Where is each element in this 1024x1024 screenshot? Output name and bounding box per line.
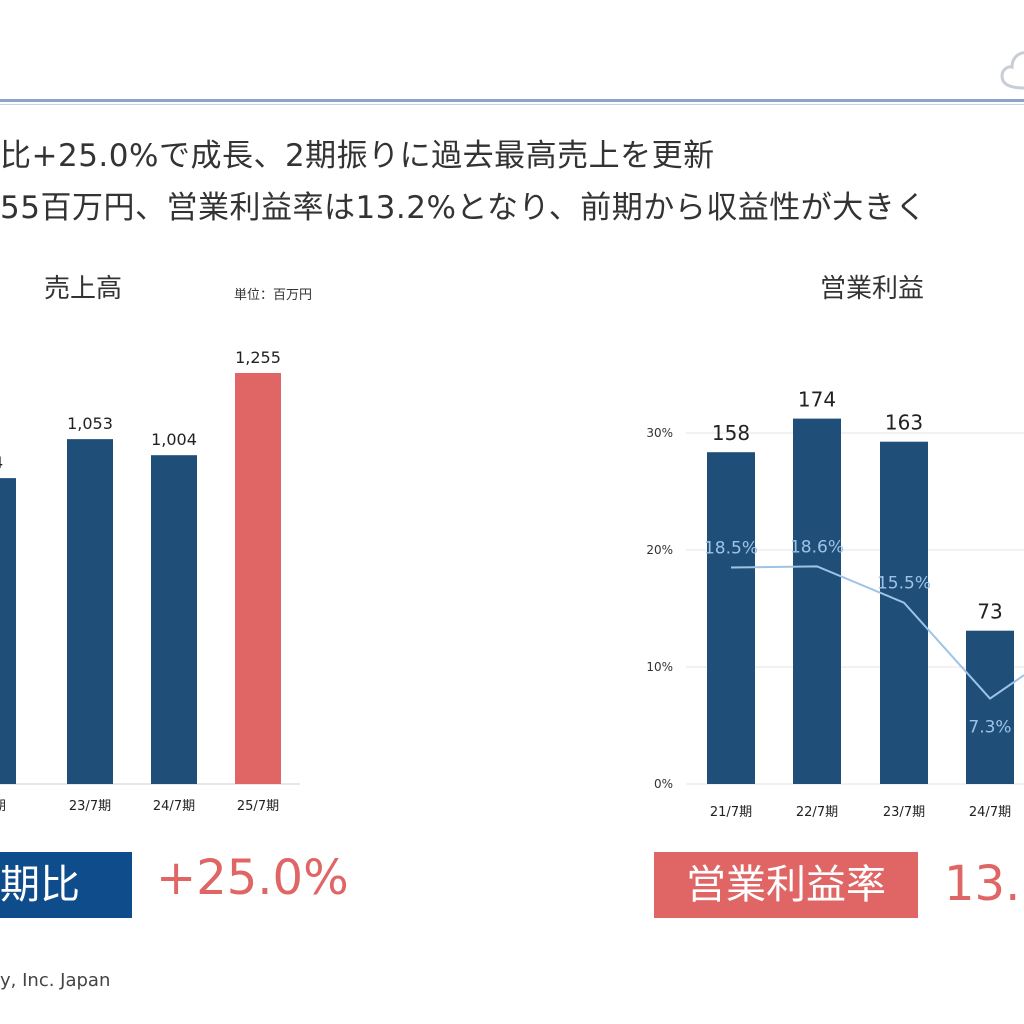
- profit-y-tick-label: 0%: [654, 777, 673, 791]
- sales-bar: [235, 372, 281, 784]
- header-rule-thin: [0, 104, 1024, 105]
- sales-category-label: 24/7期: [153, 799, 195, 814]
- headline-1: 比+25.0%で成長、2期振りに過去最高売上を更新: [0, 138, 715, 174]
- profit-bar: [880, 441, 928, 784]
- sales-bar-label: 1,255: [235, 348, 281, 367]
- yoy-badge-label: 期比: [0, 862, 80, 908]
- sales-category-label: 25/7期: [237, 799, 279, 814]
- operating-margin-value: 13.: [944, 856, 1021, 912]
- profit-y-tick-label: 10%: [646, 660, 673, 674]
- profit-chart-title: 営業利益: [820, 274, 925, 304]
- profit-bar: [793, 418, 841, 784]
- profit-category-label: 23/7期: [883, 805, 925, 820]
- profit-y-tick-label: 30%: [646, 426, 673, 440]
- sales-bar-label: 1,004: [151, 430, 197, 449]
- profit-bar-label: 174: [798, 388, 836, 412]
- sales-growth-value: +25.0%: [156, 850, 349, 906]
- sales-bar: [151, 455, 197, 784]
- copyright-footer: y, Inc. Japan: [0, 970, 111, 991]
- profit-bar-label: 73: [977, 600, 1002, 624]
- header-rule: [0, 99, 1024, 102]
- margin-badge: 営業利益率: [654, 852, 918, 918]
- profit-y-tick-label: 20%: [646, 543, 673, 557]
- profit-bar-label: 163: [885, 411, 923, 435]
- profit-category-label: 21/7期: [710, 805, 752, 820]
- profit-category-label: 24/7期: [969, 805, 1011, 820]
- sales-bar-label: 34: [0, 453, 3, 472]
- headline-2: 55百万円、営業利益率は13.2%となり、前期から収益性が大きく: [0, 190, 927, 226]
- sales-bar: [67, 439, 113, 784]
- margin-data-label: 7.3%: [968, 718, 1011, 738]
- margin-line: [730, 565, 1024, 700]
- sales-unit-label: 単位：百万円: [234, 288, 313, 303]
- sales-category-label: 23/7期: [69, 799, 111, 814]
- sales-bar-label: 1,053: [67, 414, 113, 433]
- profit-bar: [707, 452, 755, 784]
- yoy-badge: 期比: [0, 852, 132, 918]
- margin-data-label: 18.6%: [790, 537, 844, 557]
- sales-chart-title: 売上高: [44, 274, 123, 304]
- profit-bar: [966, 630, 1014, 784]
- margin-data-label: 15.5%: [877, 574, 931, 594]
- cloud-icon: [1000, 51, 1024, 90]
- sales-bar: [0, 478, 16, 784]
- margin-data-label: 18.5%: [704, 539, 758, 559]
- sales-category-label: /7期: [0, 799, 6, 814]
- profit-bar-label: 158: [712, 421, 750, 445]
- profit-category-label: 22/7期: [796, 805, 838, 820]
